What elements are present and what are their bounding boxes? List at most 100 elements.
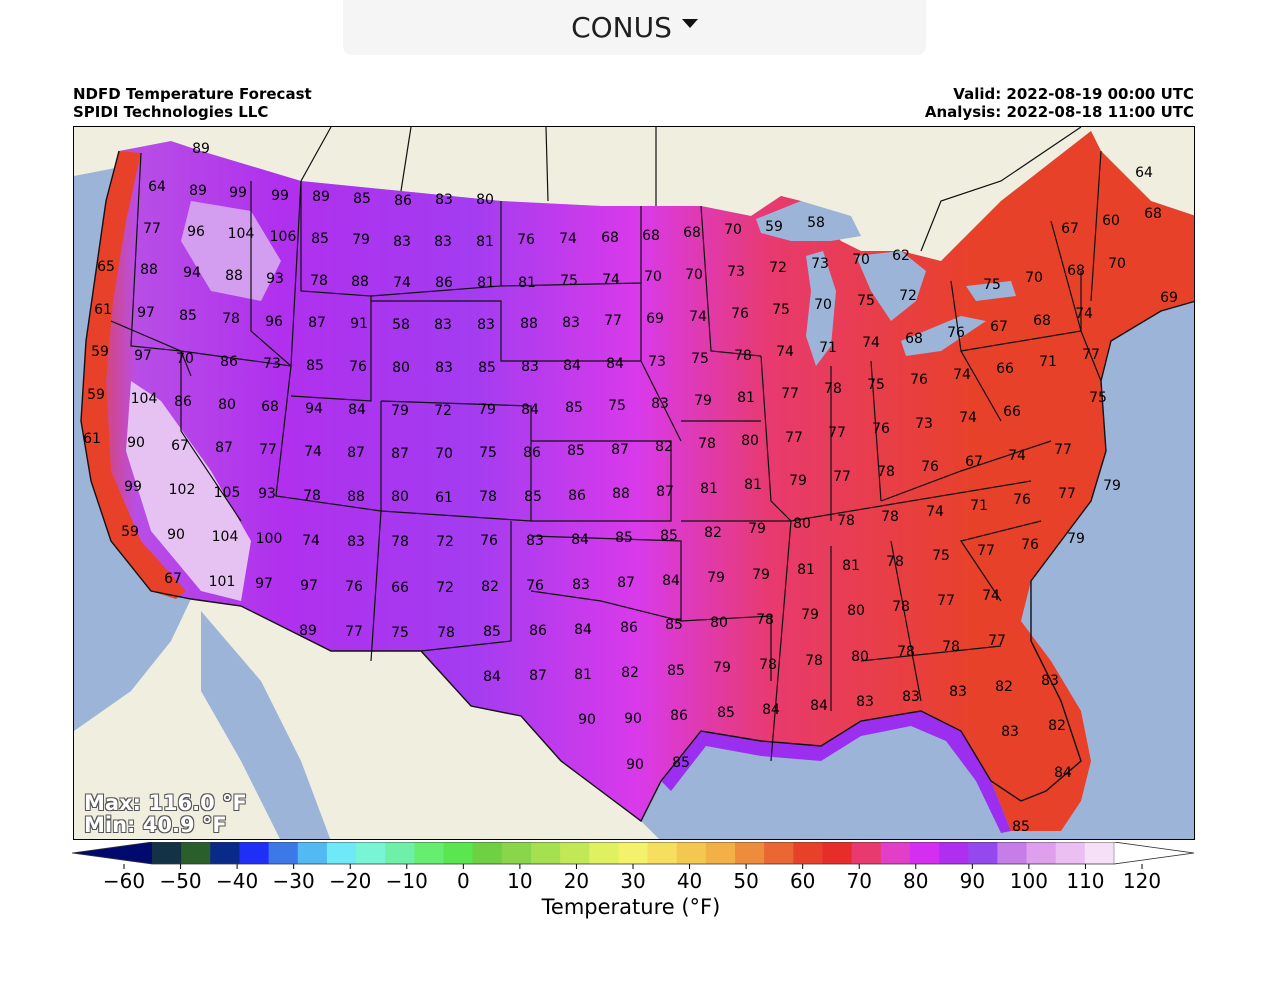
temperature-label: 67: [990, 319, 1008, 335]
temperature-label: 59: [91, 344, 109, 360]
colorbar-tick-label: −60: [103, 869, 145, 893]
temperature-label: 78: [824, 381, 842, 397]
temperature-label: 66: [391, 580, 409, 596]
colorbar-swatch: [618, 842, 649, 864]
temperature-label: 104: [212, 529, 239, 545]
temperature-label: 87: [308, 315, 326, 331]
temperature-label: 82: [995, 679, 1013, 695]
temperature-label: 83: [1001, 724, 1019, 740]
temperature-label: 76: [480, 533, 498, 549]
colorbar-swatch: [909, 842, 940, 864]
colorbar-swatch: [1055, 842, 1086, 864]
temperature-label: 68: [642, 228, 660, 244]
temperature-label: 76: [731, 306, 749, 322]
temperature-label: 91: [350, 316, 368, 332]
temperature-label: 83: [902, 689, 920, 705]
temperature-label: 66: [996, 361, 1014, 377]
colorbar-swatch: [705, 842, 736, 864]
temperature-label: 85: [672, 755, 690, 771]
temperature-label: 78: [437, 625, 455, 641]
temperature-label: 85: [1012, 819, 1030, 835]
temperature-label: 79: [1067, 531, 1085, 547]
temperature-label: 102: [169, 482, 196, 498]
temperature-label: 85: [567, 443, 585, 459]
temperature-label: 85: [615, 530, 633, 546]
temperature-label: 80: [793, 516, 811, 532]
colorbar-swatch: [210, 842, 240, 864]
temperature-label: 74: [862, 335, 880, 351]
temperature-label: 68: [601, 230, 619, 246]
region-select-label: CONUS: [571, 11, 672, 44]
temperature-label: 79: [352, 232, 370, 248]
temperature-label: 85: [311, 231, 329, 247]
colorbar-swatch: [851, 842, 882, 864]
temperature-label: 77: [781, 386, 799, 402]
temperature-label: 82: [704, 525, 722, 541]
max-temp-stat: Max: 116.0 °F: [84, 791, 247, 815]
temperature-label: 77: [143, 221, 161, 237]
temperature-label: 73: [727, 264, 745, 280]
temperature-label: 64: [148, 179, 166, 195]
temperature-label: 74: [302, 533, 320, 549]
colorbar-extend-low: [72, 842, 152, 864]
temperature-label: 72: [436, 534, 454, 550]
temperature-label: 97: [134, 348, 152, 364]
temperature-label: 75: [391, 625, 409, 641]
temperature-label: 70: [814, 297, 832, 313]
temperature-label: 83: [562, 315, 580, 331]
temperature-label: 78: [734, 348, 752, 364]
temperature-label: 88: [347, 489, 365, 505]
temperature-label: 88: [351, 274, 369, 290]
temperature-label: 76: [349, 359, 367, 375]
temperature-label: 93: [258, 486, 276, 502]
temperature-label: 76: [526, 578, 544, 594]
map-canvas: 89 64 89 99 99 89 85 86 83 80 77 96 104 106 85 79 83 83 81…: [74, 127, 1194, 839]
temperature-label: 81: [574, 667, 592, 683]
temperature-label: 76: [910, 372, 928, 388]
colorbar-tick-label: 100: [1010, 869, 1048, 893]
temperature-label: 81: [476, 234, 494, 250]
temperature-label: 70: [1108, 256, 1126, 272]
temperature-label: 75: [772, 302, 790, 318]
temperature-label: 73: [263, 356, 281, 372]
temperature-label: 85: [353, 191, 371, 207]
temperature-label: 74: [776, 344, 794, 360]
temperature-label: 58: [392, 317, 410, 333]
temperature-label: 78: [479, 489, 497, 505]
temperature-label: 83: [435, 360, 453, 376]
temperature-label: 59: [765, 219, 783, 235]
temperature-label: 86: [394, 193, 412, 209]
temperature-label: 82: [621, 665, 639, 681]
colorbar: −60 −50 −40 −30 −20 −10 0 10 20 30 40 50 60 70 80 90 100…: [72, 842, 1195, 893]
colorbar-swatch: [1026, 842, 1057, 864]
temperature-label: 61: [94, 302, 112, 318]
temperature-label: 81: [518, 275, 536, 291]
temperature-label: 89: [312, 189, 330, 205]
temperature-label: 97: [255, 576, 273, 592]
temperature-label: 73: [648, 354, 666, 370]
temperature-label: 78: [698, 436, 716, 452]
lake-superior: [756, 201, 861, 241]
temperature-label: 80: [218, 397, 236, 413]
temperature-label: 89: [192, 141, 210, 157]
colorbar-swatch: [152, 842, 182, 864]
region-select-dropdown[interactable]: CONUS: [343, 0, 926, 55]
temperature-label: 72: [436, 580, 454, 596]
min-temp-stat: Min: 40.9 °F: [84, 813, 227, 837]
valid-time: Valid: 2022-08-19 00:00 UTC: [953, 85, 1194, 103]
temperature-label: 86: [620, 620, 638, 636]
temperature-label: 99: [271, 188, 289, 204]
temperature-label: 84: [606, 356, 624, 372]
temperature-label: 81: [842, 558, 860, 574]
temperature-label: 75: [1089, 390, 1107, 406]
temperature-label: 70: [852, 252, 870, 268]
temperature-label: 64: [1135, 165, 1153, 181]
temperature-label: 78: [886, 554, 904, 570]
temperature-label: 84: [662, 573, 680, 589]
colorbar-tick-label: 70: [846, 869, 871, 893]
temperature-label: 78: [756, 612, 774, 628]
temperature-label: 86: [529, 623, 547, 639]
colorbar-swatch: [385, 842, 415, 864]
lake-huron: [856, 251, 926, 321]
temperature-label: 74: [953, 367, 971, 383]
